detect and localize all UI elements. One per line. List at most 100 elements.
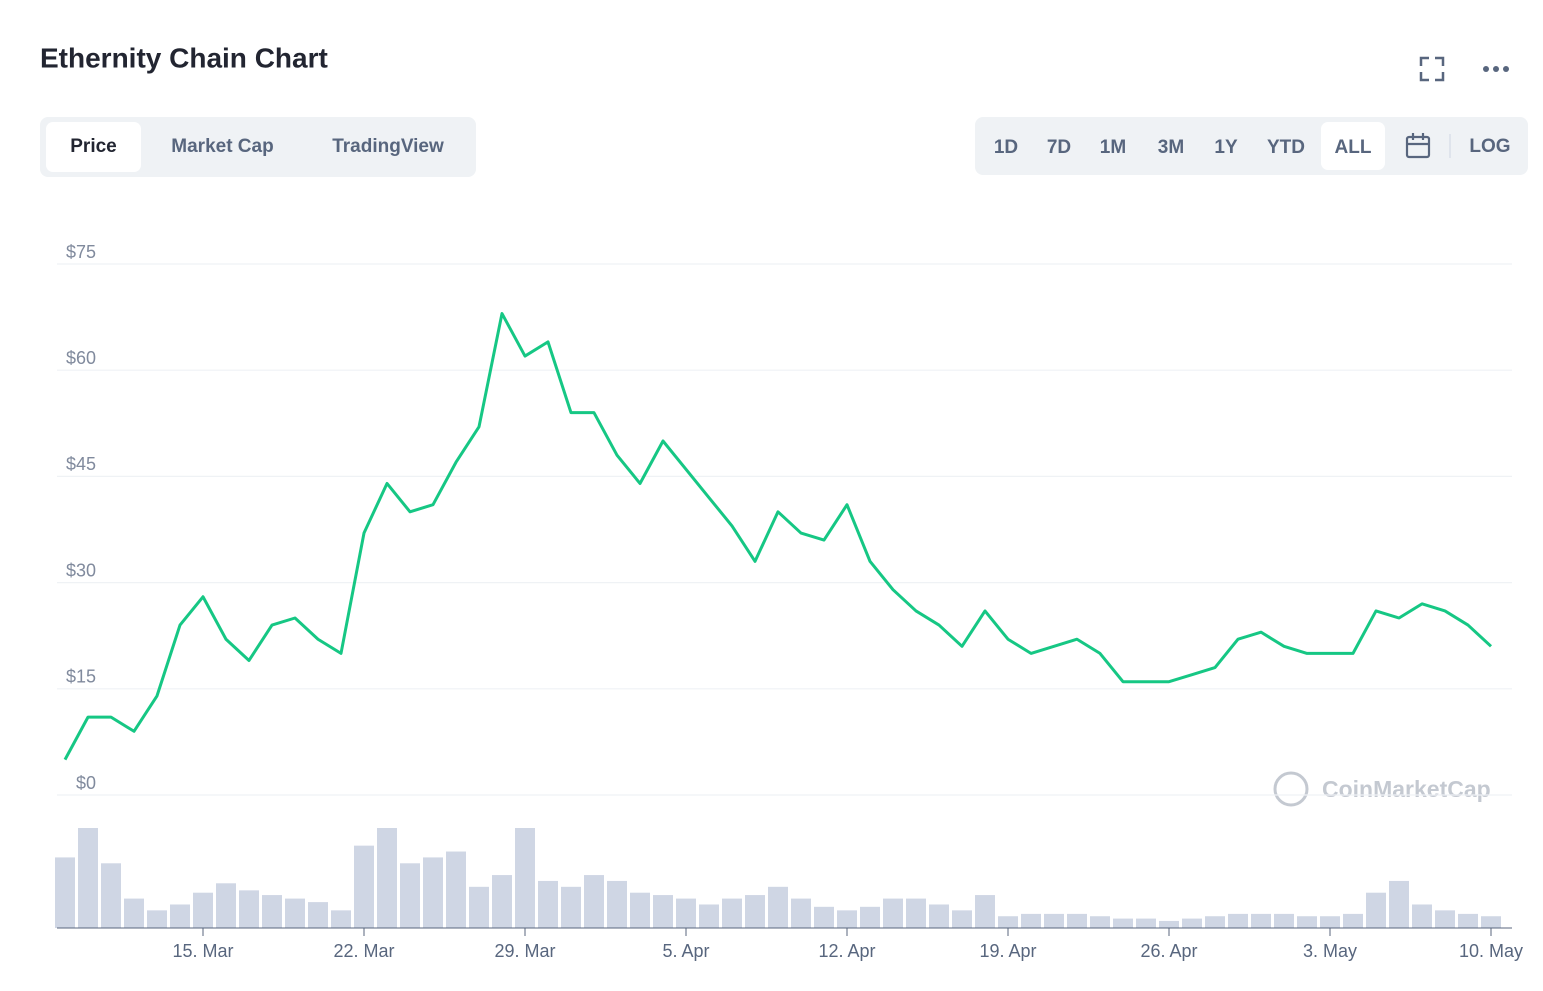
volume-bar [1297, 916, 1317, 928]
volume-bar [1274, 913, 1294, 928]
volume-bar [331, 910, 351, 928]
volume-bar [469, 886, 489, 928]
volume-bar [1159, 920, 1179, 928]
volume-bar [1136, 918, 1156, 928]
watermark-logo [1273, 771, 1309, 807]
range-button[interactable]: 1D [994, 137, 1018, 158]
volume-bar [78, 828, 98, 928]
x-tick-label: 15. Mar [172, 941, 233, 961]
volume-bar [423, 857, 443, 928]
calendar-icon [1405, 135, 1431, 159]
x-tick-label: 3. May [1303, 941, 1357, 961]
tab[interactable]: Market Cap [171, 136, 273, 157]
log-label: LOG [1469, 136, 1510, 157]
watermark-text: CoinMarketCap [1322, 776, 1491, 802]
y-tick-label: $30 [66, 560, 96, 580]
more-button[interactable] [1483, 66, 1509, 72]
volume-bar [1389, 880, 1409, 928]
range-button[interactable]: 1M [1100, 137, 1126, 158]
volume-bar [216, 883, 236, 928]
volume-bar [170, 904, 190, 928]
y-tick-label: $75 [66, 242, 96, 262]
dot [1493, 66, 1499, 72]
tab[interactable]: Price [46, 122, 141, 172]
volume-bar [400, 863, 420, 928]
volume-bar [1228, 913, 1248, 928]
y-tick-label: $45 [66, 454, 96, 474]
volume-bar [1090, 916, 1110, 928]
volume-bar [1458, 913, 1478, 928]
y-tick-label: $15 [66, 667, 96, 687]
calendar-button[interactable] [1405, 133, 1431, 159]
volume-bar [883, 898, 903, 928]
volume-bar [124, 898, 144, 928]
volume-bar [722, 898, 742, 928]
volume-bar [515, 828, 535, 928]
tab-label: Price [70, 136, 116, 157]
volume-bar [285, 898, 305, 928]
log-button[interactable]: LOG [1469, 136, 1510, 157]
volume-bar [1251, 913, 1271, 928]
range-label: 1D [994, 137, 1018, 158]
volume-bar [55, 857, 75, 928]
dot [1503, 66, 1509, 72]
volume-bar [676, 898, 696, 928]
x-tick-label: 26. Apr [1140, 941, 1197, 961]
tab-active-bg [46, 122, 141, 172]
x-tick-label: 19. Apr [979, 941, 1036, 961]
range-button[interactable]: 3M [1158, 137, 1184, 158]
range-button[interactable]: ALL [1321, 122, 1385, 170]
range-button[interactable]: 1Y [1214, 137, 1238, 158]
dot [1483, 66, 1489, 72]
y-tick-label: $60 [66, 348, 96, 368]
volume-bar [377, 828, 397, 928]
volume-bar [1044, 913, 1064, 928]
range-label: 1M [1100, 137, 1126, 158]
volume-bar [1412, 904, 1432, 928]
tab-label: TradingView [332, 136, 444, 157]
volume-bar [699, 904, 719, 928]
volume-bar [1435, 910, 1455, 928]
range-label: YTD [1267, 137, 1305, 158]
volume-bar [492, 875, 512, 928]
volume-bar [906, 898, 926, 928]
volume-bar [1320, 916, 1340, 928]
fullscreen-button[interactable] [1419, 56, 1445, 82]
volume-bar [607, 880, 627, 928]
chart-title: Ethernity Chain Chart [40, 42, 328, 73]
volume-bar [1481, 916, 1501, 928]
tab[interactable]: TradingView [332, 136, 444, 157]
range-label: 3M [1158, 137, 1184, 158]
calendar-icon [1407, 133, 1429, 146]
volume-bar [446, 851, 466, 928]
range-label: 7D [1047, 137, 1071, 158]
x-tick-label: 10. May [1459, 941, 1523, 961]
volume-bar [101, 863, 121, 928]
range-group [975, 117, 1528, 175]
volume-bar [929, 904, 949, 928]
volume-bar [561, 886, 581, 928]
volume-bar [860, 906, 880, 928]
volume-bar [998, 916, 1018, 928]
volume-bar [975, 895, 995, 928]
volume-bar [1205, 916, 1225, 928]
volume-bar [1113, 918, 1133, 928]
volume-bar [239, 890, 259, 928]
range-button[interactable]: 7D [1047, 137, 1071, 158]
y-tick-label: $0 [76, 773, 96, 793]
range-button[interactable]: YTD [1267, 137, 1305, 158]
volume-bar [630, 892, 650, 928]
x-tick-label: 5. Apr [662, 941, 709, 961]
x-tick-label: 29. Mar [494, 941, 555, 961]
volume-bar [538, 880, 558, 928]
volume-bar [814, 906, 834, 928]
volume-bar [791, 898, 811, 928]
volume-bar [1182, 918, 1202, 928]
volume-bar [584, 875, 604, 928]
range-active-bg [1321, 122, 1385, 170]
volume-bar [952, 910, 972, 928]
volume-bar [837, 910, 857, 928]
fullscreen-icon [1419, 56, 1445, 82]
